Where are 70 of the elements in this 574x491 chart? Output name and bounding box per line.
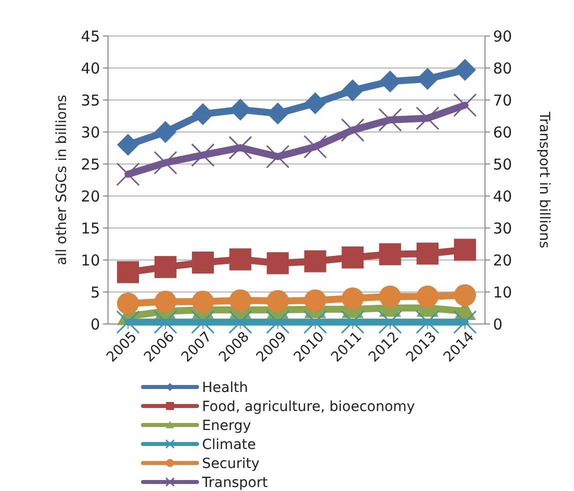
point [229, 248, 252, 270]
legend-label: Energy [202, 418, 252, 434]
point [379, 285, 402, 308]
point [117, 134, 139, 156]
legend-label: Climate [202, 436, 256, 453]
point [228, 136, 252, 160]
y2-tick-label: 30 [493, 219, 512, 238]
y-tick-label: 10 [80, 251, 100, 270]
y-tick-label: 15 [80, 219, 100, 238]
point [453, 310, 477, 334]
point [416, 285, 439, 308]
legend-label: Food, agriculture, bioeconomy [202, 398, 415, 415]
point [154, 256, 176, 278]
y-tick-label: 35 [80, 91, 100, 110]
point [378, 310, 402, 334]
y2-axis-title: Transport in billions [536, 110, 552, 248]
point [266, 144, 290, 168]
y2-tick-label: 0 [493, 315, 503, 334]
point [453, 93, 477, 117]
point [192, 252, 214, 274]
point [154, 150, 178, 174]
point [454, 284, 476, 306]
y2-tick-label: 10 [493, 283, 512, 302]
y2-tick-label: 40 [493, 187, 512, 206]
point [303, 134, 327, 158]
y2-tick-label: 80 [493, 59, 512, 78]
point [378, 108, 402, 132]
y-tick-label: 40 [80, 59, 100, 78]
y2-tick-label: 60 [493, 123, 512, 142]
legend-label: Security [202, 456, 260, 472]
y2-tick-label: 20 [493, 251, 512, 270]
y-tick-label: 0 [90, 315, 100, 334]
point [416, 106, 440, 130]
y-tick-label: 25 [80, 155, 100, 174]
legend-label: Transport [201, 474, 268, 491]
point [454, 238, 476, 261]
point [379, 243, 402, 266]
point [342, 246, 364, 268]
point [192, 290, 214, 313]
y2-tick-label: 90 [493, 27, 512, 46]
y-tick-label: 20 [80, 187, 100, 206]
point [340, 310, 364, 334]
point [342, 79, 364, 102]
point [117, 292, 139, 315]
y-tick-label: 5 [90, 283, 100, 302]
point [304, 92, 326, 114]
point [154, 121, 176, 143]
point [342, 287, 364, 310]
point [304, 250, 326, 272]
point [117, 261, 139, 284]
point [304, 289, 326, 312]
point [266, 252, 289, 274]
y-axis-title: all other SGCs in billions [54, 94, 70, 266]
y2-tick-label: 70 [493, 91, 512, 110]
point [454, 58, 476, 81]
point [266, 290, 289, 312]
point [266, 310, 290, 334]
point [154, 290, 176, 313]
y-tick-label: 45 [80, 27, 100, 46]
point [303, 310, 327, 334]
point [228, 310, 252, 334]
point [416, 242, 439, 265]
point [191, 143, 215, 167]
legend-label: Health [202, 380, 248, 396]
point [229, 289, 252, 312]
point [340, 118, 364, 142]
point [416, 310, 440, 334]
y2-tick-label: 50 [493, 155, 512, 174]
y-tick-label: 30 [80, 123, 100, 142]
point [116, 162, 140, 186]
